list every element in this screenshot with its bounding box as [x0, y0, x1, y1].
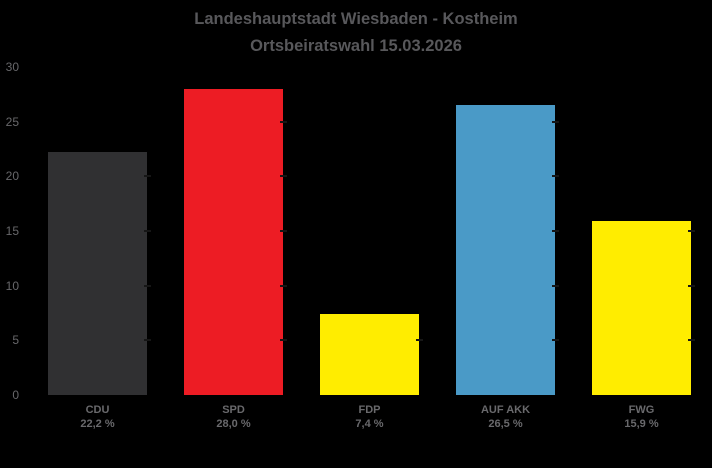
- bar-value-tick: [552, 230, 559, 232]
- bar-value-tick: [688, 230, 695, 232]
- bar-value-tick: [280, 339, 287, 342]
- category-percentage: 22,2 %: [80, 418, 115, 430]
- category-name: FDP: [358, 404, 381, 416]
- bar-value-tick: [144, 284, 151, 287]
- bar-cdu: [48, 152, 147, 395]
- bar-fwg: [592, 221, 691, 395]
- y-axis-tick-label: 15: [5, 224, 19, 238]
- y-axis-tick-label: 30: [5, 60, 19, 74]
- chart-title-line2: Ortsbeiratswahl 15.03.2026: [250, 37, 462, 55]
- category-percentage: 26,5 %: [488, 418, 523, 430]
- y-axis-tick-label: 0: [12, 388, 19, 402]
- y-axis-tick-label: 5: [12, 333, 19, 348]
- category-percentage: 28,0 %: [216, 418, 251, 430]
- category-label-cdu: CDU 22,2 %: [30, 403, 166, 431]
- category-name: AUF AKK: [480, 404, 531, 416]
- category-percentage: 15,9 %: [624, 418, 659, 430]
- chart-title: Landeshauptstadt Wiesbaden - Kostheim Or…: [0, 6, 712, 60]
- category-label-spd: SPD 28,0 %: [166, 403, 302, 431]
- bar-value-tick: [552, 284, 559, 287]
- category-name: FWG: [628, 404, 655, 416]
- bar-value-tick: [280, 284, 287, 287]
- bar-value-tick: [688, 339, 695, 342]
- chart-title-line1: Landeshauptstadt Wiesbaden - Kostheim: [194, 10, 518, 28]
- bar-spd: [184, 88, 283, 395]
- category-name: CDU: [85, 404, 110, 416]
- bar-value-tick: [144, 175, 151, 178]
- bar-value-tick: [280, 230, 287, 232]
- bar-value-tick: [552, 120, 559, 123]
- y-axis-tick-label: 20: [5, 169, 19, 184]
- category-label-fdp: FDP 7,4 %: [302, 403, 438, 431]
- bar-value-tick: [416, 339, 423, 342]
- category-percentage: 7,4 %: [355, 418, 384, 430]
- bar-value-tick: [144, 339, 151, 342]
- bar-value-tick: [144, 230, 151, 232]
- bar-value-tick: [280, 120, 287, 123]
- category-name: SPD: [222, 404, 245, 416]
- bar-value-tick: [280, 175, 287, 178]
- category-label-fwg: FWG 15,9 %: [574, 403, 710, 431]
- bar-fdp: [320, 314, 419, 395]
- y-axis-tick-label: 10: [5, 278, 19, 293]
- bar-value-tick: [688, 284, 695, 287]
- category-label-auf-akk: AUF AKK 26,5 %: [438, 403, 574, 431]
- y-axis-tick-label: 25: [5, 114, 19, 129]
- bar-value-tick: [552, 339, 559, 342]
- bar-value-tick: [552, 175, 559, 178]
- bar-auf-akk: [456, 105, 555, 395]
